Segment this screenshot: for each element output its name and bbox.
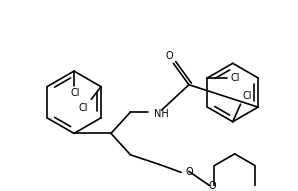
Text: Cl: Cl xyxy=(79,103,88,113)
Text: O: O xyxy=(166,52,173,62)
Text: O: O xyxy=(209,181,216,191)
Text: NH: NH xyxy=(154,109,169,119)
Text: Cl: Cl xyxy=(231,73,240,83)
Text: Cl: Cl xyxy=(243,91,252,101)
Text: O: O xyxy=(185,167,193,177)
Text: Cl: Cl xyxy=(70,87,80,98)
